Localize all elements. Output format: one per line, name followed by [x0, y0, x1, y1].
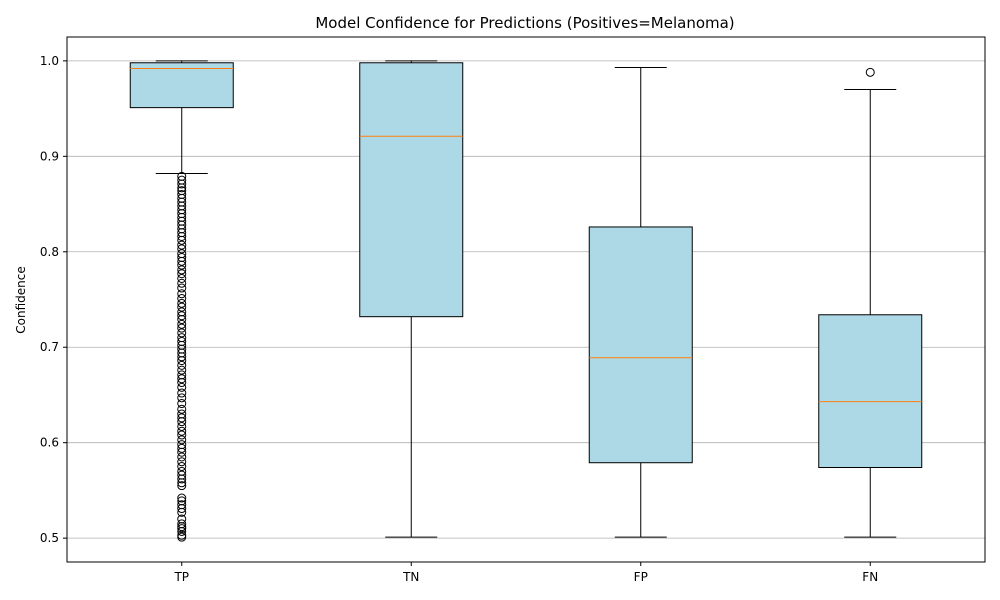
- outlier-point: [177, 435, 187, 445]
- box-tp: [129, 60, 234, 542]
- iqr-box: [818, 314, 923, 469]
- y-tick-label: 0.7: [40, 340, 59, 354]
- outlier-point: [177, 274, 187, 283]
- outlier-point: [177, 462, 187, 472]
- outlier-point: [177, 307, 187, 317]
- y-tick-label: 0.8: [40, 245, 59, 259]
- outlier-point: [177, 370, 187, 380]
- outlier-point: [177, 470, 187, 480]
- outlier-point: [177, 399, 187, 409]
- outlier-point: [177, 190, 187, 199]
- outlier-point: [177, 496, 187, 506]
- x-tick-label: FN: [862, 570, 878, 584]
- y-tick-label: 0.9: [40, 149, 59, 163]
- iqr-box: [588, 226, 693, 464]
- outlier-point: [177, 360, 187, 370]
- axis-layer: 0.5 0.6 0.7 0.8 0.9 1.0 TP TN FP FN: [40, 54, 878, 584]
- chart-title: Model Confidence for Predictions (Positi…: [315, 14, 734, 32]
- outlier-point: [177, 253, 187, 262]
- y-tick-label: 0.5: [40, 531, 59, 545]
- y-axis-title: Confidence: [14, 266, 28, 333]
- outlier-point: [177, 382, 187, 392]
- outlier-point: [177, 289, 187, 299]
- outlier-point: [177, 302, 187, 312]
- outlier-point: [177, 337, 187, 346]
- outlier-point: [177, 374, 187, 384]
- outlier-point: [177, 440, 187, 450]
- outlier-point: [177, 186, 187, 196]
- iqr-box: [129, 62, 234, 109]
- outlier-point: [177, 388, 187, 398]
- plot-frame: [66, 36, 986, 563]
- iqr-box: [359, 62, 464, 318]
- outlier-point: [177, 249, 187, 259]
- outlier-point: [177, 323, 187, 333]
- outlier-point: [177, 421, 187, 431]
- grid-layer: [67, 60, 985, 539]
- outlier-point: [177, 457, 187, 467]
- outlier-point: [177, 426, 187, 436]
- y-tick-label: 1.0: [40, 54, 59, 68]
- outlier-point: [177, 404, 187, 414]
- outlier-point: [177, 311, 187, 321]
- outlier-point: [177, 393, 187, 403]
- outlier-point: [177, 269, 187, 279]
- outlier-point: [177, 493, 187, 503]
- outlier-point: [177, 333, 187, 343]
- outlier-point: [177, 278, 187, 288]
- x-tick-label: TN: [402, 570, 419, 584]
- outlier-point: [177, 244, 187, 254]
- outlier-point: [177, 430, 187, 440]
- box-layer: [129, 60, 923, 542]
- box-fp: [588, 67, 693, 538]
- outlier-point: [177, 409, 187, 419]
- outlier-point: [177, 175, 187, 185]
- outlier-point: [177, 171, 187, 181]
- outlier-point: [177, 530, 187, 540]
- outlier-point: [177, 500, 187, 510]
- outlier-point: [177, 298, 187, 308]
- outlier-point: [177, 514, 187, 524]
- outlier-point: [177, 519, 187, 529]
- x-tick-label: TP: [173, 570, 189, 584]
- y-tick-label: 0.6: [40, 436, 59, 450]
- outlier-point: [177, 413, 187, 423]
- x-tick-label: FP: [634, 570, 648, 584]
- outlier-point: [177, 294, 187, 304]
- outlier-point: [177, 240, 187, 250]
- outlier-point: [177, 319, 187, 329]
- outlier-point: [177, 466, 187, 476]
- outlier-point: [177, 283, 187, 293]
- box-tn: [359, 60, 464, 538]
- outlier-point: [177, 365, 187, 375]
- outlier-point: [177, 481, 187, 491]
- outlier-point: [177, 265, 187, 275]
- outlier-point: [177, 452, 187, 462]
- outlier-point: [177, 328, 187, 338]
- outlier-point: [177, 443, 187, 453]
- outlier-point: [865, 67, 875, 77]
- box-fn: [818, 67, 923, 538]
